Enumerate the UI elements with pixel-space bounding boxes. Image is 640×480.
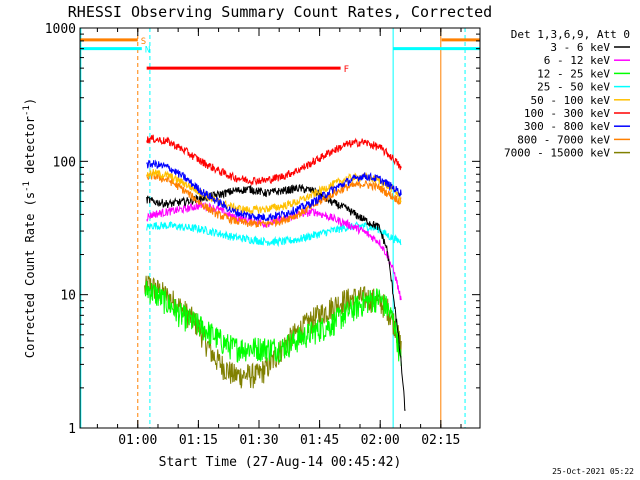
series-line-0	[146, 183, 406, 411]
chart-title: RHESSI Observing Summary Count Rates, Co…	[68, 3, 492, 21]
legend-label-4: 50 - 100 keV	[531, 94, 611, 107]
legend-label-2: 12 - 25 keV	[537, 67, 610, 80]
x-tick-label-5: 02:15	[421, 433, 460, 448]
x-axis-label: Start Time (27-Aug-14 00:45:42)	[159, 455, 402, 470]
x-tick-label-2: 01:30	[239, 433, 278, 448]
x-tick-label-1: 01:15	[179, 433, 218, 448]
plot-area: SN F	[80, 28, 480, 428]
footer-timestamp: 25-Oct-2021 05:22	[552, 467, 634, 476]
flag-label-n: N	[145, 46, 150, 56]
legend-label-7: 800 - 7000 keV	[517, 133, 610, 146]
y-tick-label-3: 1000	[45, 22, 76, 37]
flag-label-f: F	[344, 65, 349, 75]
y-axis-label: Corrected Count Rate (s-1 detector-1)	[22, 98, 37, 358]
legend-label-8: 7000 - 15000 keV	[504, 147, 610, 160]
x-tick-label-4: 02:00	[361, 433, 400, 448]
x-tick-label-0: 01:00	[118, 433, 157, 448]
legend-label-0: 3 - 6 keV	[550, 41, 610, 54]
legend-label-3: 25 - 50 keV	[537, 81, 610, 94]
y-tick-label-1: 10	[60, 289, 76, 304]
y-tick-label-2: 100	[53, 155, 76, 170]
series-line-6	[146, 159, 402, 222]
x-tick-label-3: 01:45	[300, 433, 339, 448]
series-line-2	[144, 280, 402, 367]
axes: 01:00 01:15 01:30 01:45 02:00 02:15 1 10 100 1000	[45, 22, 480, 448]
plot-frame	[79, 27, 481, 429]
legend-title: Det 1,3,6,9, Att 0	[511, 28, 630, 41]
legend-label-5: 100 - 300 keV	[524, 107, 610, 120]
series-line-8	[144, 275, 402, 389]
y-tick-label-0: 1	[68, 422, 76, 437]
series-line-1	[146, 199, 402, 301]
legend-label-1: 6 - 12 keV	[544, 54, 611, 67]
series-line-7	[146, 171, 402, 229]
flag-label-s: S	[141, 37, 146, 47]
legend-label-6: 300 - 800 keV	[524, 120, 610, 133]
series-line-3	[146, 221, 402, 248]
series-line-5	[146, 134, 402, 187]
